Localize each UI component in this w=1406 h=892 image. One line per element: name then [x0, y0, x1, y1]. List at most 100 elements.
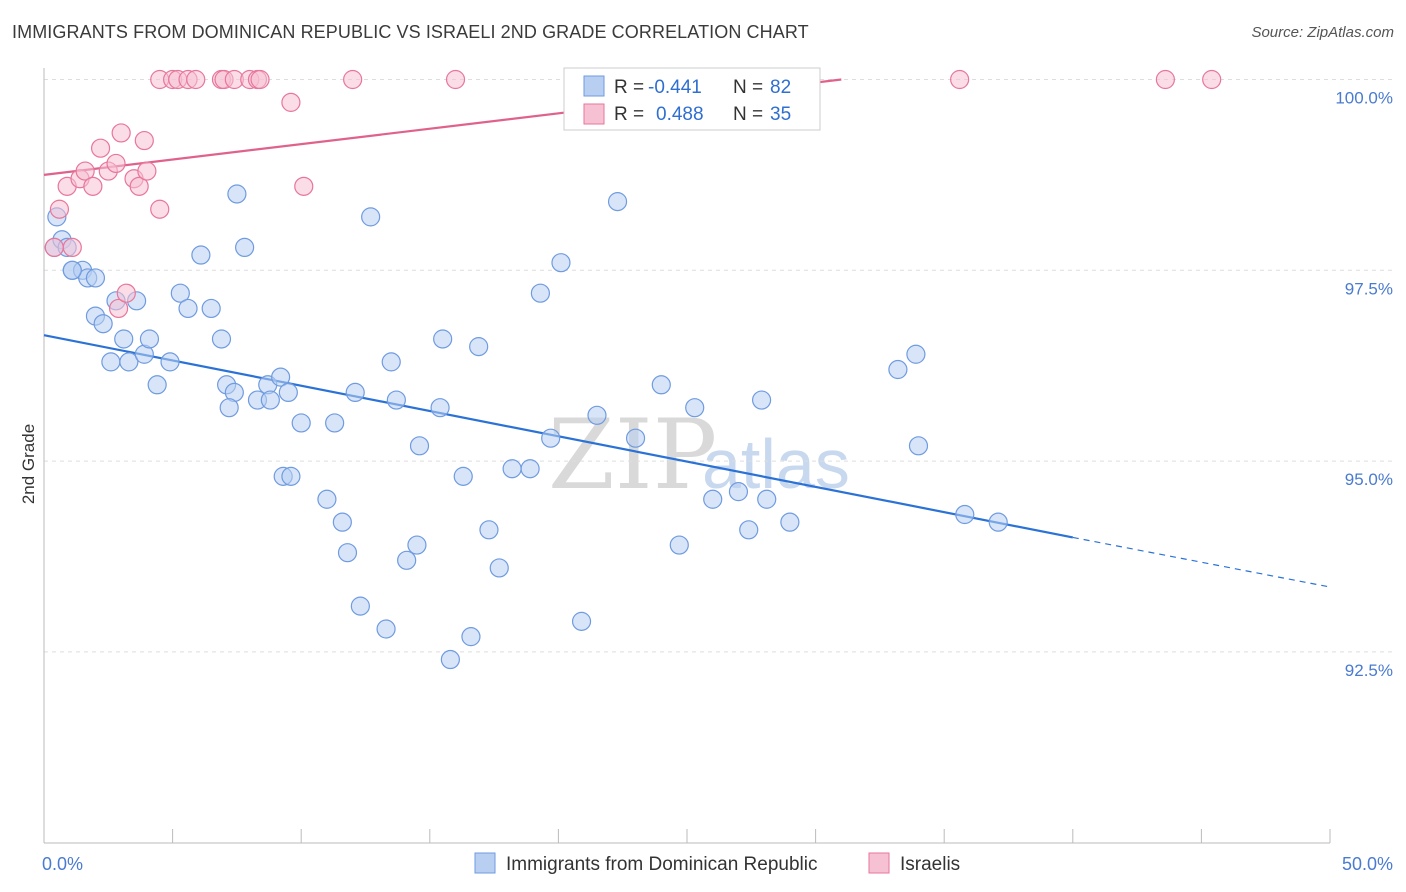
- point-dominican: [409, 436, 430, 456]
- point-dominican: [453, 466, 473, 486]
- point-dominican: [147, 375, 167, 395]
- point-dominican: [219, 398, 239, 418]
- y-tick-label: 92.5%: [1345, 661, 1393, 680]
- point-dominican: [350, 596, 370, 616]
- point-israeli: [150, 199, 170, 219]
- point-israeli: [137, 161, 157, 181]
- point-dominican: [571, 611, 592, 631]
- point-dominican: [201, 298, 221, 319]
- point-dominican: [489, 558, 509, 578]
- point-dominican: [551, 253, 571, 273]
- point-dominican: [170, 283, 190, 303]
- point-dominican: [625, 428, 646, 448]
- point-israeli: [83, 176, 103, 196]
- point-dominican: [178, 298, 198, 319]
- point-dominican: [908, 436, 929, 456]
- point-dominican: [739, 520, 759, 540]
- point-dominican: [291, 413, 311, 433]
- point-dominican: [119, 352, 139, 372]
- point-dominican: [85, 268, 106, 288]
- trend-line-dominican-extension: [1072, 536, 1331, 588]
- watermark-zip: ZIP: [548, 399, 717, 511]
- point-dominican: [728, 482, 749, 502]
- legend-r-value-1: -0.441: [648, 77, 702, 98]
- point-dominican: [703, 489, 723, 509]
- point-israeli: [250, 69, 270, 90]
- legend-n-label-2: N =: [733, 104, 763, 125]
- point-israeli: [49, 199, 70, 219]
- y-tick-label: 100.0%: [1335, 89, 1393, 108]
- point-dominican: [114, 329, 134, 349]
- point-dominican: [345, 382, 365, 403]
- point-dominican: [227, 184, 247, 204]
- axes: 92.5% 95.0% 97.5% 100.0% 0.0% 50.0%: [42, 68, 1393, 874]
- point-israeli: [108, 298, 129, 319]
- series-legend: Immigrants from Dominican Republic Israe…: [474, 852, 960, 875]
- point-israeli: [950, 69, 970, 90]
- point-israeli: [445, 69, 466, 90]
- point-israeli: [186, 69, 206, 90]
- point-israeli: [90, 138, 111, 158]
- point-dominican: [587, 405, 607, 425]
- point-dominican: [888, 359, 908, 380]
- point-dominican: [62, 260, 82, 280]
- source-label: Source: ZipAtlas.com: [1251, 24, 1394, 41]
- point-israeli: [134, 130, 154, 151]
- point-dominican: [607, 192, 628, 212]
- legend-n-label-1: N =: [733, 77, 763, 98]
- point-dominican: [211, 329, 232, 349]
- point-dominican: [325, 413, 345, 433]
- x-tick-label-min: 0.0%: [42, 854, 83, 874]
- point-dominican: [530, 283, 550, 303]
- point-dominican: [988, 512, 1008, 532]
- point-dominican: [260, 390, 280, 410]
- point-dominican: [440, 649, 460, 670]
- series-label-pink: Israelis: [900, 854, 960, 875]
- point-dominican: [407, 535, 427, 555]
- series-swatch-blue: [474, 852, 496, 874]
- point-israeli: [116, 283, 136, 303]
- data-points: [44, 69, 1222, 670]
- legend-n-value-1: 82: [770, 77, 791, 98]
- point-dominican: [461, 627, 481, 647]
- y-axis-label: 2nd Grade: [19, 424, 38, 504]
- point-dominican: [469, 337, 489, 357]
- point-dominican: [955, 504, 975, 525]
- point-israeli: [343, 69, 363, 90]
- point-israeli: [1155, 69, 1175, 90]
- point-dominican: [386, 390, 406, 410]
- point-israeli: [111, 123, 131, 143]
- point-dominican: [479, 520, 499, 540]
- correlation-legend: R = -0.441 N = 82 R = 0.488 N = 35: [563, 67, 821, 131]
- series-label-blue: Immigrants from Dominican Republic: [506, 854, 818, 875]
- point-dominican: [160, 352, 180, 372]
- point-dominican: [397, 550, 417, 570]
- point-dominican: [361, 207, 381, 227]
- point-israeli: [281, 92, 301, 112]
- x-tick-label-max: 50.0%: [1342, 854, 1393, 874]
- point-dominican: [430, 398, 450, 418]
- point-israeli: [1202, 69, 1222, 90]
- point-dominican: [780, 512, 800, 532]
- legend-n-value-2: 35: [770, 104, 791, 125]
- point-dominican: [651, 375, 671, 395]
- point-dominican: [271, 367, 291, 387]
- point-dominican: [685, 398, 705, 418]
- point-dominican: [433, 329, 453, 349]
- point-israeli: [294, 176, 314, 196]
- point-dominican: [376, 619, 396, 639]
- point-dominican: [332, 512, 352, 532]
- point-dominican: [906, 344, 926, 364]
- gridlines: [44, 79, 1395, 653]
- point-israeli: [129, 176, 149, 196]
- point-dominican: [93, 314, 113, 334]
- y-tick-label: 97.5%: [1345, 279, 1393, 298]
- point-dominican: [669, 535, 689, 555]
- legend-r-label-1: R =: [614, 77, 644, 98]
- point-dominican: [751, 390, 772, 410]
- legend-swatch-blue: [583, 75, 605, 97]
- legend-swatch-pink: [583, 103, 605, 125]
- point-dominican: [235, 237, 255, 258]
- point-dominican: [502, 459, 522, 479]
